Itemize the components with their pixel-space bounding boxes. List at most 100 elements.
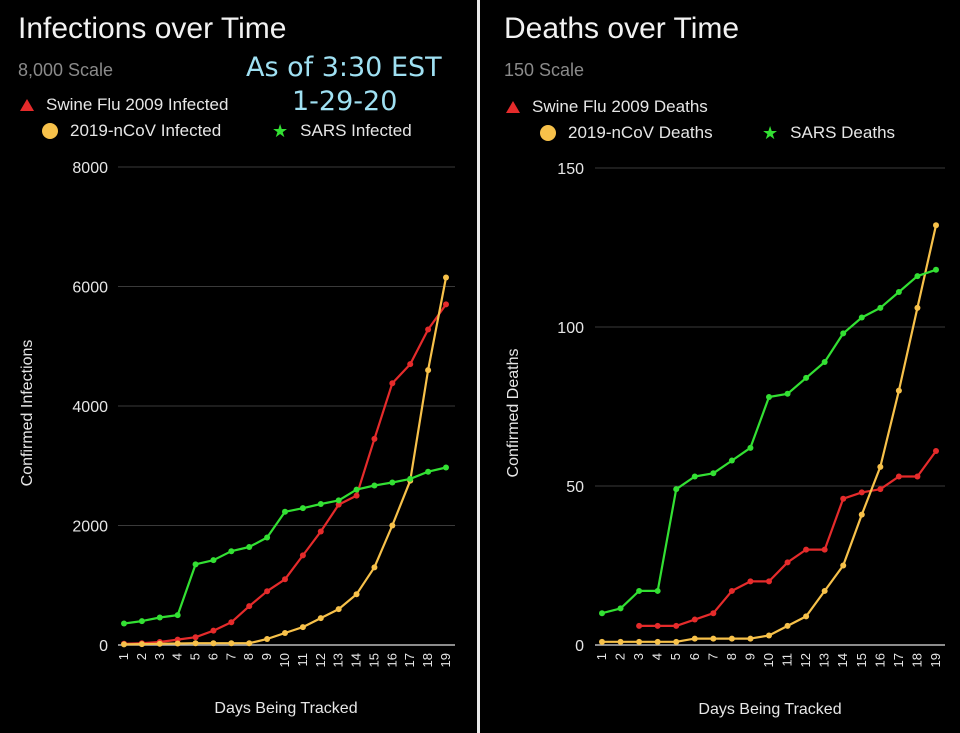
data-point	[156, 614, 163, 621]
data-point	[407, 361, 414, 368]
y-tick-label: 150	[557, 161, 584, 178]
data-point	[228, 619, 235, 626]
data-point	[895, 289, 902, 296]
data-point	[914, 273, 921, 280]
x-tick-label: 1	[594, 653, 609, 660]
data-point	[673, 486, 680, 493]
data-point	[389, 522, 396, 529]
data-point	[317, 500, 324, 507]
data-point	[766, 578, 772, 585]
data-point	[246, 544, 253, 551]
y-axis-label: Confirmed Deaths	[505, 349, 522, 478]
data-point	[691, 473, 698, 480]
data-point	[803, 613, 810, 620]
data-point	[282, 576, 288, 583]
infections-panel: Infections over Time 8,000 Scale As of 3…	[0, 0, 477, 733]
x-tick-label: 13	[331, 653, 346, 667]
data-point	[335, 497, 342, 504]
data-point	[192, 634, 199, 641]
x-tick-label: 7	[223, 653, 238, 660]
data-point	[282, 508, 288, 515]
data-point	[389, 479, 396, 486]
data-point	[840, 562, 847, 569]
data-point	[121, 620, 127, 627]
x-axis-label: Days Being Tracked	[214, 700, 357, 717]
series-triangle	[636, 448, 939, 629]
legend-swine-infected: Swine Flu 2009 Infected	[20, 95, 228, 115]
x-tick-label: 17	[402, 653, 417, 667]
data-point	[840, 330, 847, 337]
data-point	[914, 473, 921, 480]
y-tick-label: 6000	[72, 280, 108, 297]
data-point	[636, 622, 643, 629]
data-point	[228, 548, 235, 555]
x-tick-label: 4	[650, 653, 665, 660]
data-point	[192, 561, 199, 568]
data-point	[728, 457, 735, 464]
data-point	[353, 591, 360, 598]
infections-subtitle: 8,000 Scale	[18, 60, 114, 80]
data-point	[654, 622, 661, 629]
data-point	[371, 482, 378, 489]
triangle-marker-icon	[20, 99, 34, 111]
x-tick-label: 14	[835, 653, 850, 667]
data-point	[299, 624, 306, 631]
x-tick-label: 10	[277, 653, 292, 667]
triangle-marker-icon	[506, 101, 520, 113]
legend-label: 2019-nCoV Infected	[70, 121, 222, 140]
data-point	[858, 489, 865, 496]
data-point	[246, 603, 253, 610]
data-point	[617, 638, 624, 645]
data-point	[636, 587, 643, 594]
x-tick-label: 14	[349, 653, 364, 667]
data-point	[803, 546, 810, 553]
data-point	[747, 635, 754, 642]
legend-label: 2019-nCoV Deaths	[568, 123, 713, 142]
x-tick-label: 10	[761, 653, 776, 667]
series-line	[123, 277, 448, 646]
infections-title: Infections over Time	[18, 12, 287, 45]
x-tick-label: 6	[687, 653, 702, 660]
y-tick-label: 0	[575, 638, 584, 655]
data-point	[335, 606, 342, 613]
series-circle	[599, 222, 939, 645]
legend-label: Swine Flu 2009 Deaths	[532, 97, 708, 116]
data-point	[353, 492, 360, 499]
data-point	[371, 435, 378, 442]
data-point	[282, 630, 288, 637]
timestamp-annotation: As of 3:30 EST	[246, 52, 442, 83]
x-tick-label: 11	[295, 653, 310, 667]
x-tick-label: 16	[872, 653, 887, 667]
y-tick-label: 100	[557, 320, 584, 337]
data-point	[174, 640, 181, 647]
deaths-subtitle: 150 Scale	[504, 60, 585, 80]
circle-marker-icon	[42, 123, 58, 139]
data-point	[766, 393, 772, 400]
data-point	[895, 473, 902, 480]
data-point	[784, 622, 791, 629]
data-point	[425, 468, 432, 475]
series-circle	[121, 274, 449, 648]
data-point	[784, 390, 791, 397]
x-tick-label: 12	[798, 653, 813, 667]
data-point	[636, 638, 643, 645]
data-point	[389, 380, 396, 387]
data-point	[443, 301, 449, 308]
data-point	[246, 640, 253, 647]
y-axis-label: Confirmed Infections	[19, 340, 36, 487]
series-star	[599, 266, 939, 617]
data-point	[317, 528, 324, 535]
y-tick-label: 8000	[72, 160, 108, 177]
data-point	[138, 641, 145, 648]
data-point	[654, 587, 661, 594]
x-tick-label: 3	[631, 653, 646, 660]
y-tick-label: 0	[99, 638, 108, 655]
data-point	[840, 495, 847, 502]
data-point	[933, 222, 939, 229]
x-tick-label: 6	[205, 653, 220, 660]
data-point	[317, 615, 324, 622]
data-point	[858, 511, 865, 518]
deaths-panel: Deaths over Time 150 Scale Swine Flu 200…	[480, 0, 960, 733]
data-point	[353, 486, 360, 493]
